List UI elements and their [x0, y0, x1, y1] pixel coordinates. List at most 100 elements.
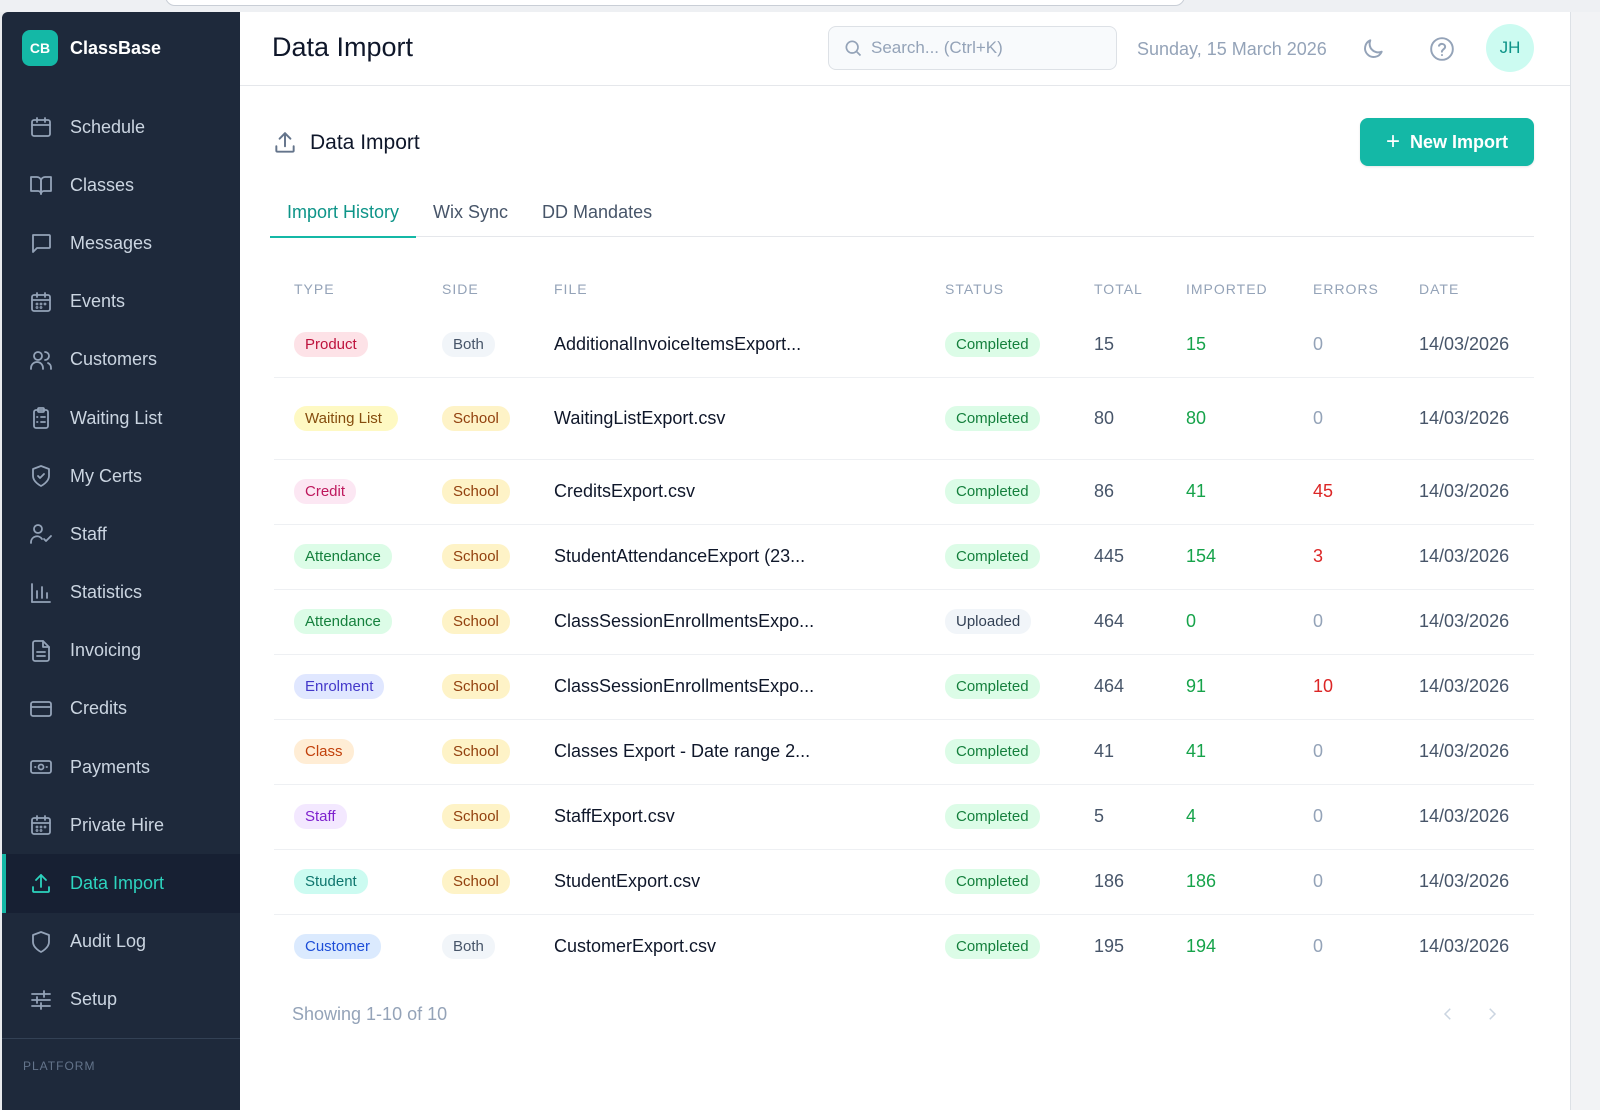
type-badge: Customer — [294, 934, 382, 960]
table-row[interactable]: Staff School StaffExport.csv Completed 5 4 0 14… — [274, 783, 1534, 849]
tab-import-history[interactable]: Import History — [270, 188, 417, 238]
table-row[interactable]: Student School StudentExport.csv Completed 1… — [274, 848, 1534, 914]
file-name[interactable]: CustomerExport.csv — [554, 936, 717, 957]
date-cell: 14/03/2026 — [1399, 458, 1534, 524]
table-row[interactable]: Attendance School StudentAttendanceExport … — [274, 523, 1534, 589]
table-row[interactable]: Attendance School ClassSessionEnrollmentsE… — [274, 588, 1534, 654]
table-row[interactable]: Class School Classes Export - Date range 2… — [274, 718, 1534, 784]
file-name[interactable]: StaffExport.csv — [554, 806, 675, 826]
errors-cell: 0 — [1293, 783, 1399, 849]
sidebar-item-customers[interactable]: Customers — [2, 331, 240, 389]
imported-cell: 15 — [1186, 333, 1207, 354]
status-badge: Uploaded — [945, 609, 1032, 634]
table-header-row: TYPE SIDE FILE STATUS TOTAL IMPORTED ERRORS DAT… — [274, 266, 1534, 312]
sidebar-item-messages[interactable]: Messages — [2, 214, 240, 272]
errors-cell: 10 — [1293, 653, 1399, 719]
file-cell: CreditsExport.csv — [534, 458, 925, 524]
file-name[interactable]: ClassSessionEnrollmentsExpo... — [554, 611, 815, 631]
sidebar-item-events[interactable]: Events — [2, 273, 240, 331]
sidebar-item-label: Private Hire — [70, 814, 165, 835]
file-name[interactable]: AdditionalInvoiceItemsExport... — [554, 333, 802, 354]
table-row[interactable]: Enrolment School ClassSessionEnrollmentsEx… — [274, 653, 1534, 719]
sidebar-item-setup[interactable]: Setup — [2, 971, 240, 1029]
help-circle-icon — [1430, 37, 1454, 61]
sidebar-item-staff[interactable]: Staff — [2, 505, 240, 563]
type-cell: Customer — [274, 913, 422, 979]
file-name[interactable]: Classes Export - Date range 2... — [554, 741, 811, 761]
side-cell: Both — [422, 913, 534, 979]
sidebar-item-data-import[interactable]: Data Import — [2, 854, 240, 913]
tab-wix-sync[interactable]: Wix Sync — [433, 202, 509, 222]
table-row[interactable]: Customer Both CustomerExport.csv Completed 1… — [274, 913, 1534, 979]
next-page-button[interactable] — [1480, 1002, 1504, 1026]
total-cell: 15 — [1094, 333, 1115, 354]
file-cell: Classes Export - Date range 2... — [534, 718, 925, 784]
table-row[interactable]: Waiting List School WaitingListExport.csv C… — [274, 376, 1534, 459]
total-cell: 464 — [1074, 588, 1166, 654]
page-title: Data Import — [272, 32, 414, 62]
side-badge: School — [442, 804, 510, 829]
prev-page-button[interactable] — [1436, 1002, 1460, 1026]
file-name[interactable]: StudentExport.csv — [554, 871, 701, 891]
sidebar-item-schedule[interactable]: Schedule — [2, 98, 240, 156]
total-cell: 464 — [1074, 653, 1166, 719]
sidebar-item-statistics[interactable]: Statistics — [2, 564, 240, 622]
table-row[interactable]: Credit School CreditsExport.csv Completed 86… — [274, 458, 1534, 524]
sidebar-item-payments[interactable]: Payments — [2, 738, 240, 796]
status-cell: Completed — [925, 376, 1074, 459]
sidebar-item-label: Credits — [70, 698, 128, 719]
sidebar-item-private-hire[interactable]: Private Hire — [2, 796, 240, 854]
window-edge — [1570, 12, 1600, 1110]
sidebar-item-invoicing[interactable]: Invoicing — [2, 622, 240, 680]
brand[interactable]: CB ClassBase — [22, 30, 161, 66]
type-cell: Product — [274, 312, 422, 377]
credit-card-icon — [28, 696, 54, 722]
side-cell: Both — [422, 312, 534, 377]
clipboard-list-icon — [28, 405, 54, 431]
status-cell: Completed — [925, 312, 1074, 377]
user-avatar[interactable]: JH — [1486, 24, 1534, 72]
imported-cell: 154 — [1166, 523, 1293, 589]
topbar: Data Import Sunday, 15 March 2026 JH — [240, 12, 1570, 86]
address-bar[interactable] — [165, 0, 1185, 6]
search-input[interactable] — [871, 38, 1101, 58]
side-cell: School — [422, 783, 534, 849]
new-import-button[interactable]: + New Import — [1360, 118, 1534, 166]
side-cell: School — [422, 718, 534, 784]
errors-cell: 3 — [1293, 523, 1399, 589]
search-box[interactable] — [828, 26, 1117, 70]
file-name[interactable]: CreditsExport.csv — [554, 481, 696, 501]
type-cell: Staff — [274, 783, 422, 849]
file-text-icon — [28, 638, 54, 664]
file-cell: ClassSessionEnrollmentsExpo... — [534, 653, 925, 719]
total-cell: 186 — [1074, 848, 1166, 914]
sidebar-item-audit-log[interactable]: Audit Log — [2, 913, 240, 971]
sidebar-item-waiting-list[interactable]: Waiting List — [2, 389, 240, 447]
sidebar-item-my-certs[interactable]: My Certs — [2, 447, 240, 505]
help-button[interactable] — [1427, 34, 1457, 64]
calendar-grid-icon — [28, 812, 54, 838]
new-import-label: New Import — [1410, 131, 1509, 152]
total-cell: 195 — [1074, 913, 1166, 979]
file-name[interactable]: WaitingListExport.csv — [554, 407, 726, 428]
brand-name: ClassBase — [70, 37, 162, 58]
table-row[interactable]: Product Both AdditionalInvoiceItemsExport.… — [274, 312, 1534, 377]
calendar-icon — [28, 114, 54, 140]
tab-dd-mandates[interactable]: DD Mandates — [542, 202, 653, 222]
type-badge: Student — [294, 869, 368, 894]
total-cell: 41 — [1074, 718, 1166, 784]
sidebar-item-classes[interactable]: Classes — [2, 156, 240, 214]
shield-icon — [28, 929, 54, 955]
date-cell: 14/03/2026 — [1399, 588, 1534, 654]
file-name[interactable]: ClassSessionEnrollmentsExpo... — [554, 676, 815, 696]
imported-cell: 80 — [1166, 376, 1293, 459]
imported-cell: 0 — [1166, 588, 1293, 654]
file-cell: StaffExport.csv — [534, 783, 925, 849]
theme-toggle-button[interactable] — [1358, 34, 1388, 64]
file-name[interactable]: StudentAttendanceExport (23... — [554, 546, 806, 566]
type-badge: Waiting List — [294, 405, 398, 431]
brand-logo: CB — [22, 30, 58, 66]
sidebar-item-credits[interactable]: Credits — [2, 680, 240, 738]
side-badge: School — [442, 609, 510, 634]
status-badge: Completed — [945, 934, 1040, 960]
